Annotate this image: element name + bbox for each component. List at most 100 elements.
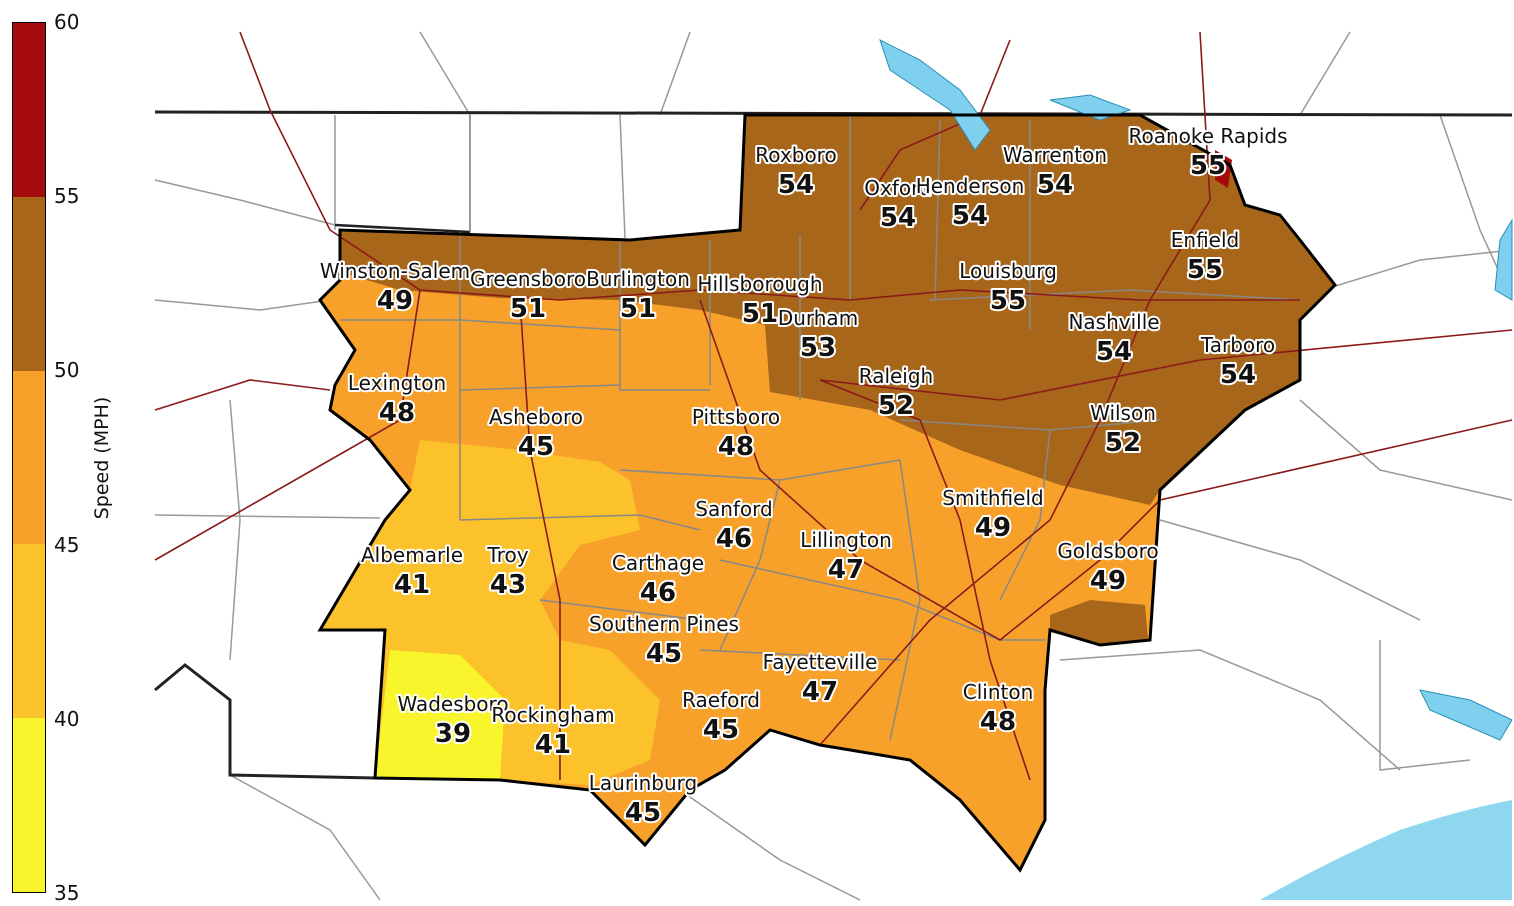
city-name: Rockingham (491, 703, 614, 727)
city-wind-speed: 46 (640, 578, 676, 608)
city-name: Pittsboro (692, 405, 780, 429)
city-label: Enfield 55 (1169, 226, 1241, 287)
city-label: Albemarle 41 (359, 541, 465, 602)
city-name: Raleigh (859, 364, 934, 388)
city-wind-speed: 48 (980, 707, 1016, 737)
city-label: Lillington 47 (798, 526, 894, 587)
city-name: Lexington (348, 371, 446, 395)
city-wind-speed: 45 (518, 432, 554, 462)
city-wind-speed: 45 (703, 715, 739, 745)
city-label: Rockingham 41 (489, 701, 616, 762)
city-label: Troy 43 (484, 541, 530, 602)
city-wind-speed: 45 (646, 639, 682, 669)
city-label: Raeford 45 (680, 686, 762, 747)
city-label: Greensboro 51 (468, 265, 588, 326)
city-name: Clinton (963, 680, 1034, 704)
colorbar-bin (13, 196, 45, 371)
city-wind-speed: 54 (1220, 360, 1256, 390)
city-wind-speed: 54 (1096, 337, 1132, 367)
city-label: Sanford 46 (693, 495, 774, 556)
city-name: Smithfield (942, 486, 1043, 510)
city-label: Asheboro 45 (487, 403, 585, 464)
city-name: Wilson (1090, 401, 1156, 425)
city-name: Sanford (695, 497, 772, 521)
city-wind-speed: 49 (975, 513, 1011, 543)
city-label: Nashville 54 (1066, 308, 1161, 369)
city-label: Roanoke Rapids 55 (1126, 122, 1289, 183)
city-name: Burlington (586, 267, 690, 291)
city-name: Southern Pines (589, 612, 739, 636)
colorbar-bin (13, 544, 45, 719)
city-label: Southern Pines 45 (587, 610, 741, 671)
city-name: Laurinburg (589, 771, 697, 795)
city-label: Henderson 54 (914, 172, 1027, 233)
city-wind-speed: 49 (1090, 566, 1126, 596)
city-wind-speed: 54 (952, 201, 988, 231)
city-label: Roxboro 54 (753, 141, 838, 202)
city-wind-speed: 55 (990, 286, 1026, 316)
city-name: Roxboro (755, 143, 836, 167)
city-name: Durham (778, 306, 858, 330)
city-label: Wadesboro 39 (395, 690, 510, 751)
city-wind-speed: 54 (880, 203, 916, 233)
city-name: Warrenton (1003, 143, 1107, 167)
city-name: Hillsborough (697, 272, 822, 296)
city-name: Roanoke Rapids (1128, 124, 1287, 148)
city-wind-speed: 41 (535, 730, 571, 760)
highways (154, 31, 1513, 781)
city-name: Enfield (1171, 228, 1239, 252)
city-name: Raeford (682, 688, 760, 712)
city-wind-speed: 45 (625, 798, 661, 828)
city-name: Nashville (1068, 310, 1159, 334)
city-wind-speed: 48 (379, 398, 415, 428)
speed-fill (320, 115, 1335, 870)
city-name: Louisburg (959, 259, 1057, 283)
colorbar-tick: 45 (54, 532, 80, 557)
city-wind-speed: 48 (718, 432, 754, 462)
city-name: Henderson (916, 174, 1025, 198)
city-label: Winston-Salem 49 (318, 257, 472, 318)
city-wind-speed: 53 (800, 333, 836, 363)
city-wind-speed: 51 (620, 294, 656, 324)
city-label: Carthage 46 (610, 549, 706, 610)
colorbar-tick: 40 (54, 706, 80, 731)
colorbar-tick: 60 (54, 10, 80, 34)
city-wind-speed: 49 (377, 286, 413, 316)
county-lines (340, 115, 1301, 741)
city-label: Burlington 51 (584, 265, 692, 326)
colorbar-tick: 50 (54, 358, 80, 383)
city-name: Lillington (800, 528, 892, 552)
city-name: Winston-Salem (320, 259, 470, 283)
city-name: Greensboro (470, 267, 586, 291)
city-name: Asheboro (489, 405, 583, 429)
city-labels: Roxboro 54 Warrenton 54 Roanoke Rapids 55 Oxfo… (318, 122, 1290, 830)
city-wind-speed: 41 (394, 570, 430, 600)
city-name: Goldsboro (1057, 539, 1158, 563)
city-label: Durham 53 (776, 304, 860, 365)
city-label: Lexington 48 (346, 369, 448, 430)
city-wind-speed: 55 (1187, 255, 1223, 285)
city-label: Pittsboro 48 (690, 403, 782, 464)
city-wind-speed: 43 (490, 570, 526, 600)
city-label: Goldsboro 49 (1055, 537, 1160, 598)
city-wind-speed: 54 (1037, 170, 1073, 200)
outer-county-lines (154, 31, 1513, 901)
city-name: Oxford (864, 176, 931, 200)
city-wind-speed: 46 (716, 524, 752, 554)
city-wind-speed: 55 (1190, 151, 1226, 181)
state-line-south (154, 663, 376, 780)
colorbar-bin (13, 718, 45, 892)
city-label: Hillsborough 51 (695, 270, 824, 331)
city-wind-speed: 51 (510, 294, 546, 324)
city-label: Raleigh 52 (857, 362, 936, 423)
colorbar-bin (13, 23, 45, 197)
city-wind-speed: 54 (778, 170, 814, 200)
city-label: Wilson 52 (1088, 399, 1158, 460)
colorbar-tick: 55 (54, 184, 80, 209)
city-name: Tarboro (1200, 333, 1275, 357)
city-name: Carthage (612, 551, 704, 575)
colorbar-bin (13, 370, 45, 545)
city-wind-speed: 51 (742, 299, 778, 329)
city-wind-speed: 47 (802, 677, 838, 707)
city-wind-speed: 47 (828, 555, 864, 585)
